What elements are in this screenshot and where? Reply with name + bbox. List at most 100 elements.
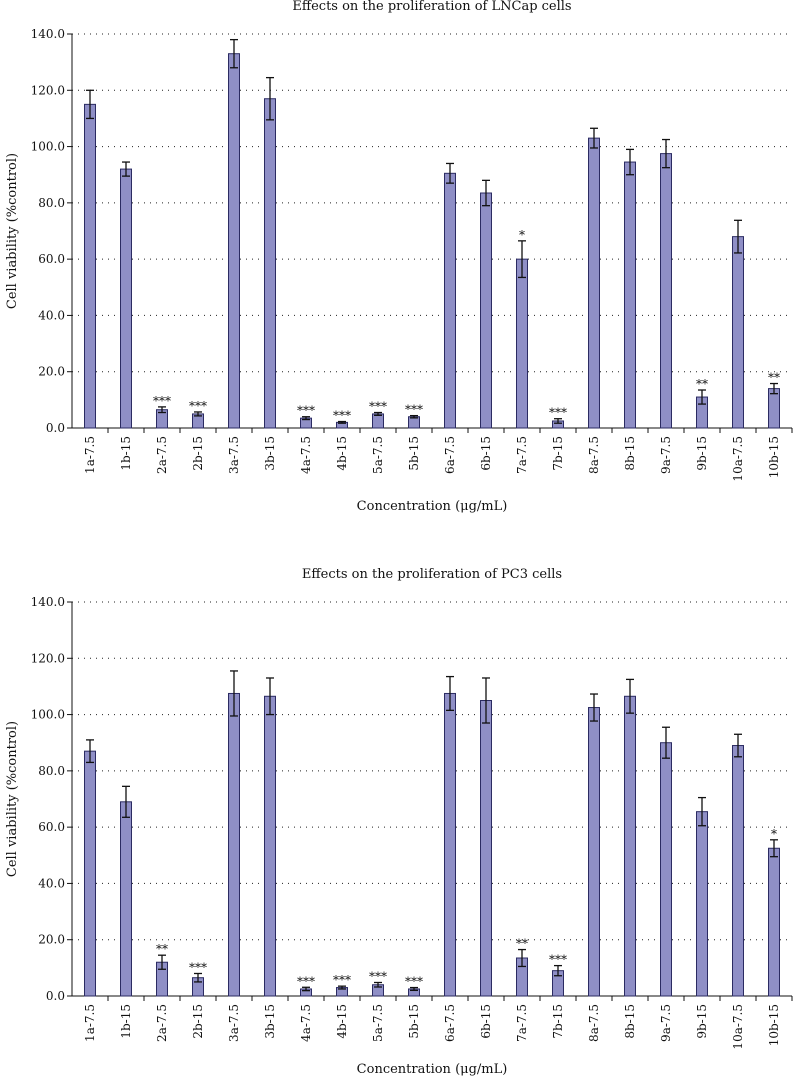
chart1-category-label: 2b-15 bbox=[191, 1004, 205, 1039]
chart1-significance-4b-15: *** bbox=[333, 973, 351, 987]
chart1-error-bar-9b-15 bbox=[698, 796, 706, 827]
chart0-significance-2a-7.5: *** bbox=[153, 394, 171, 408]
chart1-category-label: 5a-7.5 bbox=[371, 1004, 385, 1042]
chart1-y-axis-label: Cell viability (%control) bbox=[5, 721, 20, 877]
chart0-bar-6b-15 bbox=[480, 192, 492, 429]
chart0-error-bar-9b-15 bbox=[698, 389, 706, 405]
chart0-error-bar-10b-15 bbox=[770, 382, 778, 395]
chart0-category-label: 1b-15 bbox=[119, 436, 133, 471]
chart0-error-bar-7b-15 bbox=[554, 418, 562, 424]
chart1-error-bar-10b-15 bbox=[770, 839, 778, 858]
chart1-significance-10b-15: * bbox=[771, 827, 777, 841]
chart0-error-bar-4b-15 bbox=[338, 420, 346, 424]
chart0-category-label: 6a-7.5 bbox=[443, 436, 457, 474]
chart1-error-bar-8a-7.5 bbox=[590, 693, 598, 722]
chart1-category-label: 3a-7.5 bbox=[227, 1004, 241, 1042]
chart0-bar-9a-7.5 bbox=[660, 153, 672, 429]
chart1-bar-8b-15 bbox=[624, 695, 636, 997]
chart0-error-bar-3a-7.5 bbox=[230, 38, 238, 69]
chart0-error-bar-4a-7.5 bbox=[302, 416, 310, 421]
chart1-bar-9a-7.5 bbox=[660, 742, 672, 997]
chart1-significance-7a-7.5: ** bbox=[516, 937, 528, 951]
chart0-error-bar-2a-7.5 bbox=[158, 406, 166, 414]
chart1-y-tick-label: 20.0 bbox=[38, 933, 65, 947]
chart1-category-label: 8a-7.5 bbox=[587, 1004, 601, 1042]
chart-lncap: Effects on the proliferation of LNCap ce… bbox=[5, 0, 793, 514]
chart1-error-bar-4a-7.5 bbox=[302, 986, 310, 992]
chart0-category-label: 7b-15 bbox=[551, 436, 565, 471]
chart1-y-tick-label: 80.0 bbox=[38, 764, 65, 778]
chart1-significance-5b-15: *** bbox=[405, 975, 423, 989]
chart1-category-label: 1a-7.5 bbox=[83, 1004, 97, 1042]
chart0-error-bar-6b-15 bbox=[482, 179, 490, 207]
chart0-category-label: 7a-7.5 bbox=[515, 436, 529, 474]
chart1-category-label: 6b-15 bbox=[479, 1004, 493, 1039]
chart0-category-label: 5a-7.5 bbox=[371, 436, 385, 474]
chart0-significance-10b-15: ** bbox=[768, 371, 780, 385]
chart1-category-label: 8b-15 bbox=[623, 1004, 637, 1039]
chart0-y-tick-label: 60.0 bbox=[38, 252, 65, 266]
chart1-error-bar-7b-15 bbox=[554, 964, 562, 977]
chart1-category-label: 9b-15 bbox=[695, 1004, 709, 1039]
chart1-category-label: 2a-7.5 bbox=[155, 1004, 169, 1042]
chart0-bar-6a-7.5 bbox=[444, 172, 456, 429]
chart0-category-label: 9a-7.5 bbox=[659, 436, 673, 474]
chart0-significance-4a-7.5: *** bbox=[297, 404, 315, 418]
chart0-error-bar-8b-15 bbox=[626, 148, 634, 176]
chart0-category-label: 5b-15 bbox=[407, 436, 421, 471]
chart0-error-bar-10a-7.5 bbox=[734, 219, 742, 254]
chart0-category-label: 8a-7.5 bbox=[587, 436, 601, 474]
chart0-error-bar-7a-7.5 bbox=[518, 240, 526, 279]
chart0-category-label: 1a-7.5 bbox=[83, 436, 97, 474]
chart1-error-bar-1b-15 bbox=[122, 785, 130, 818]
chart0-error-bar-5a-7.5 bbox=[374, 411, 382, 416]
chart0-bar-3a-7.5 bbox=[228, 53, 240, 429]
chart1-bar-1a-7.5 bbox=[84, 750, 96, 997]
chart1-bar-6b-15 bbox=[480, 700, 492, 997]
chart0-significance-7b-15: *** bbox=[549, 406, 567, 420]
chart1-error-bar-3a-7.5 bbox=[230, 670, 238, 717]
chart1-category-label: 3b-15 bbox=[263, 1004, 277, 1039]
chart0-y-tick-label: 0.0 bbox=[46, 421, 65, 435]
chart0-category-label: 3b-15 bbox=[263, 436, 277, 471]
chart1-error-bar-8b-15 bbox=[626, 678, 634, 714]
chart0-significance-4b-15: *** bbox=[333, 409, 351, 423]
chart1-category-label: 9a-7.5 bbox=[659, 1004, 673, 1042]
chart0-y-tick-label: 120.0 bbox=[31, 83, 65, 97]
chart1-bar-10a-7.5 bbox=[732, 745, 744, 997]
chart0-bar-7a-7.5 bbox=[516, 258, 528, 429]
chart0-y-tick-label: 140.0 bbox=[31, 27, 65, 41]
chart0-y-tick-label: 80.0 bbox=[38, 196, 65, 210]
chart0-category-label: 2b-15 bbox=[191, 436, 205, 471]
chart0-bar-8a-7.5 bbox=[588, 137, 600, 429]
chart0-significance-2b-15: *** bbox=[189, 399, 207, 413]
chart-pc3: Effects on the proliferation of PC3 cell… bbox=[5, 567, 793, 1077]
chart1-error-bar-7a-7.5 bbox=[518, 948, 526, 968]
chart0-significance-5a-7.5: *** bbox=[369, 400, 387, 414]
chart0-y-axis-label: Cell viability (%control) bbox=[5, 153, 20, 309]
chart0-bar-3b-15 bbox=[264, 98, 276, 429]
chart1-error-bar-1a-7.5 bbox=[86, 739, 94, 764]
chart0-y-tick-label: 40.0 bbox=[38, 308, 65, 322]
chart1-y-tick-label: 140.0 bbox=[31, 595, 65, 609]
chart1-error-bar-5b-15 bbox=[410, 986, 418, 992]
chart0-error-bar-6a-7.5 bbox=[446, 162, 454, 184]
chart1-x-axis-label: Concentration (μg/mL) bbox=[357, 1062, 508, 1077]
chart1-category-label: 5b-15 bbox=[407, 1004, 421, 1039]
chart1-category-label: 4b-15 bbox=[335, 1004, 349, 1039]
chart0-y-tick-label: 100.0 bbox=[31, 140, 65, 154]
chart1-category-label: 7b-15 bbox=[551, 1004, 565, 1039]
chart0-category-label: 3a-7.5 bbox=[227, 436, 241, 474]
chart0-error-bar-3b-15 bbox=[266, 76, 274, 121]
chart1-error-bar-3b-15 bbox=[266, 677, 274, 716]
chart0-category-label: 9b-15 bbox=[695, 436, 709, 471]
chart1-category-label: 7a-7.5 bbox=[515, 1004, 529, 1042]
chart1-error-bar-10a-7.5 bbox=[734, 733, 742, 758]
chart1-error-bar-4b-15 bbox=[338, 985, 346, 990]
chart1-significance-2a-7.5: ** bbox=[156, 942, 168, 956]
chart0-bar-5a-7.5 bbox=[372, 413, 384, 429]
chart0-category-label: 10a-7.5 bbox=[731, 436, 745, 482]
chart0-significance-7a-7.5: * bbox=[519, 228, 525, 242]
chart0-bar-1a-7.5 bbox=[84, 103, 96, 429]
chart0-category-label: 8b-15 bbox=[623, 436, 637, 471]
